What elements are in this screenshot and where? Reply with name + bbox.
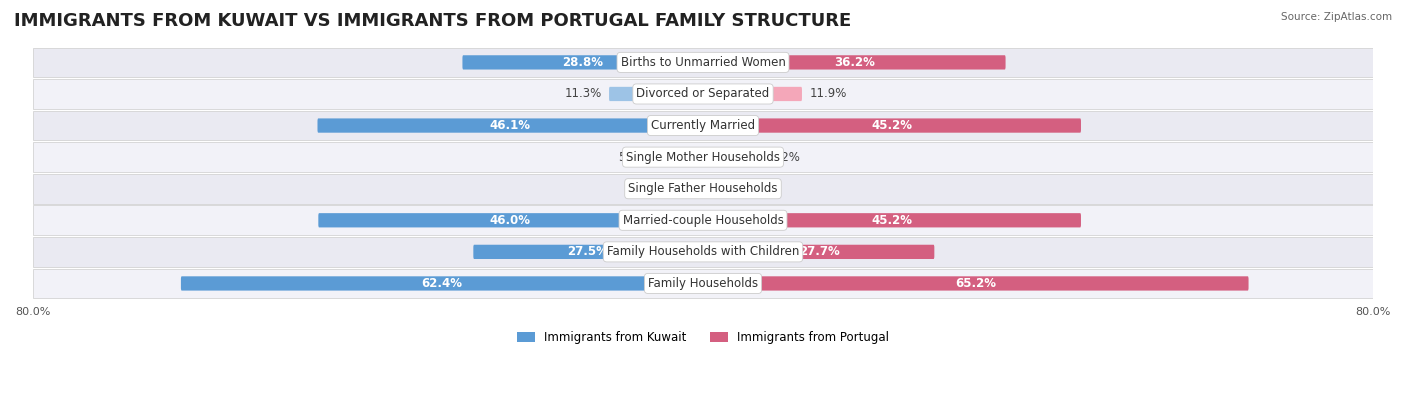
Bar [32, 79, 1374, 109]
Text: 7.2%: 7.2% [770, 150, 800, 164]
FancyBboxPatch shape [181, 276, 702, 291]
FancyBboxPatch shape [609, 87, 702, 101]
FancyBboxPatch shape [704, 87, 801, 101]
Bar [32, 269, 1374, 298]
Text: 80.0%: 80.0% [1355, 307, 1391, 317]
Text: Single Mother Households: Single Mother Households [626, 150, 780, 164]
Text: 45.2%: 45.2% [872, 119, 912, 132]
Text: 27.5%: 27.5% [568, 245, 609, 258]
Text: Currently Married: Currently Married [651, 119, 755, 132]
Bar [32, 174, 1374, 203]
FancyBboxPatch shape [474, 245, 702, 259]
FancyBboxPatch shape [704, 150, 762, 164]
Text: 45.2%: 45.2% [872, 214, 912, 227]
Bar [32, 47, 1374, 77]
FancyBboxPatch shape [655, 150, 702, 164]
FancyBboxPatch shape [686, 182, 702, 196]
FancyBboxPatch shape [704, 182, 724, 196]
FancyBboxPatch shape [318, 118, 702, 133]
Text: Divorced or Separated: Divorced or Separated [637, 87, 769, 100]
Text: 27.7%: 27.7% [799, 245, 839, 258]
Text: 28.8%: 28.8% [562, 56, 603, 69]
Bar [32, 111, 1374, 140]
Text: 11.9%: 11.9% [810, 87, 846, 100]
FancyBboxPatch shape [318, 213, 702, 228]
Text: 80.0%: 80.0% [15, 307, 51, 317]
FancyBboxPatch shape [704, 213, 1081, 228]
FancyBboxPatch shape [704, 276, 1249, 291]
Text: 2.6%: 2.6% [731, 182, 762, 195]
Text: 65.2%: 65.2% [956, 277, 997, 290]
Text: 46.1%: 46.1% [489, 119, 530, 132]
Bar [32, 205, 1374, 235]
Text: 2.1%: 2.1% [648, 182, 679, 195]
Text: Births to Unmarried Women: Births to Unmarried Women [620, 56, 786, 69]
Text: 5.8%: 5.8% [619, 150, 648, 164]
Text: Family Households with Children: Family Households with Children [607, 245, 799, 258]
Text: Married-couple Households: Married-couple Households [623, 214, 783, 227]
FancyBboxPatch shape [704, 118, 1081, 133]
Text: Single Father Households: Single Father Households [628, 182, 778, 195]
Bar [32, 142, 1374, 172]
Text: 36.2%: 36.2% [834, 56, 875, 69]
FancyBboxPatch shape [463, 55, 702, 70]
Text: 62.4%: 62.4% [420, 277, 463, 290]
Text: Source: ZipAtlas.com: Source: ZipAtlas.com [1281, 12, 1392, 22]
FancyBboxPatch shape [704, 55, 1005, 70]
Legend: Immigrants from Kuwait, Immigrants from Portugal: Immigrants from Kuwait, Immigrants from … [512, 327, 894, 349]
Bar [32, 237, 1374, 267]
Text: 11.3%: 11.3% [564, 87, 602, 100]
Text: Family Households: Family Households [648, 277, 758, 290]
FancyBboxPatch shape [704, 245, 935, 259]
Text: IMMIGRANTS FROM KUWAIT VS IMMIGRANTS FROM PORTUGAL FAMILY STRUCTURE: IMMIGRANTS FROM KUWAIT VS IMMIGRANTS FRO… [14, 12, 851, 30]
Text: 46.0%: 46.0% [489, 214, 531, 227]
